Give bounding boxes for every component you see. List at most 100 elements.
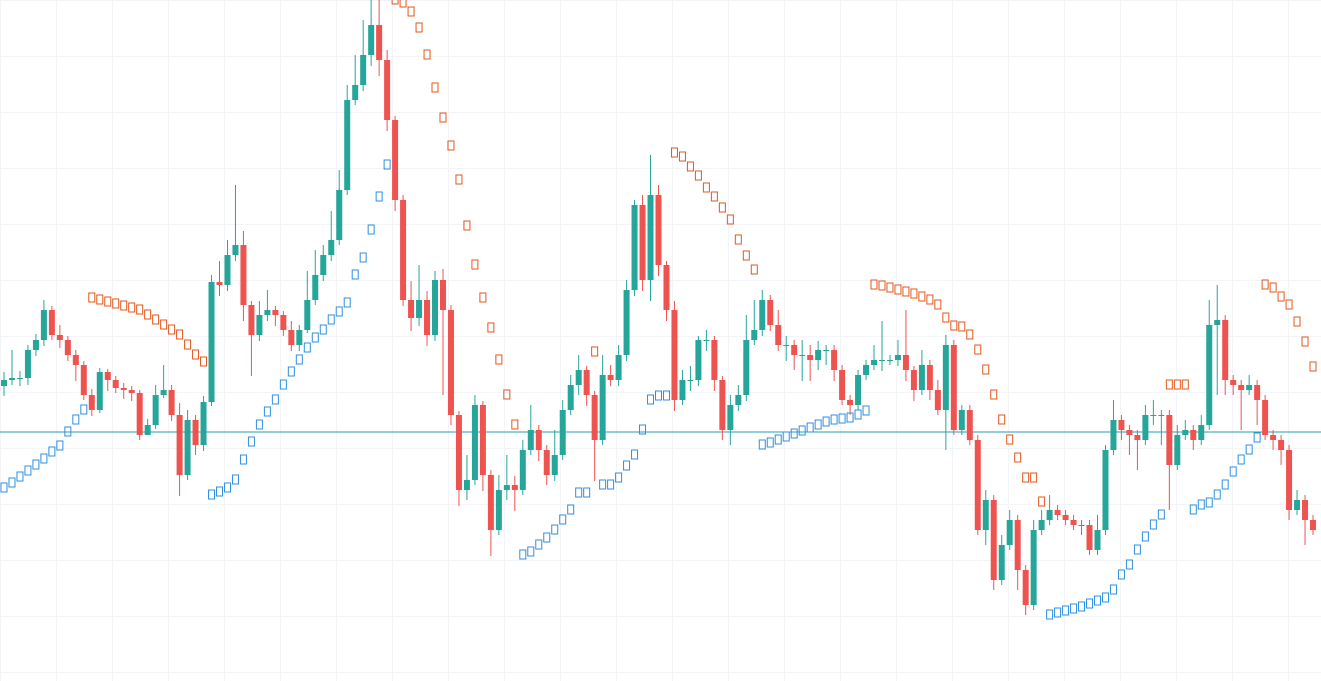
candle-body [360,55,367,85]
candle-body [815,350,822,360]
sar-marker [639,424,647,435]
sar-marker [798,425,806,436]
sar-marker [407,6,415,17]
sar-marker [878,280,886,291]
candle-body [240,245,247,305]
sar-marker [168,324,176,335]
candle-body [1214,320,1221,325]
candle-body [16,378,23,379]
sar-marker [192,349,200,360]
candle-body [200,402,207,445]
candle-body [847,400,854,405]
sar-marker [1078,601,1086,612]
candle-body [368,25,375,55]
candle-body [264,310,271,315]
sar-marker [208,489,216,500]
candle-body [416,300,423,318]
candle-body [910,370,917,390]
sar-marker [1213,489,1221,500]
candle-body [583,370,590,395]
candle-body [886,360,893,361]
candle-body [1142,415,1149,440]
sar-marker [439,112,447,123]
sar-marker [72,414,80,425]
candle-body [663,265,670,310]
sar-marker [830,414,838,425]
sar-marker [702,182,710,193]
sar-marker [1109,584,1117,595]
sar-marker [319,324,327,335]
candle-body [1118,420,1125,430]
candle-body [120,388,127,390]
sar-marker [447,140,455,151]
sar-marker [1189,504,1197,515]
sar-marker [343,297,351,308]
candle-body [703,340,710,341]
sar-marker [359,252,367,263]
sar-marker [144,309,152,320]
sar-marker [750,264,758,275]
candle-body [424,300,431,335]
sar-marker [48,446,56,457]
candle-body [1102,450,1109,530]
sar-marker [1181,379,1189,390]
candle-body [248,305,255,335]
candle-body [439,280,446,310]
sar-marker [56,440,64,451]
candle-body [655,195,662,265]
sar-marker [926,294,934,305]
candle-body [384,60,391,120]
sar-marker [1101,592,1109,603]
sar-marker [519,549,527,560]
sar-marker [774,434,782,445]
sar-marker [423,49,431,60]
candle-body [1294,500,1301,510]
sar-marker [64,426,72,437]
candle-body [280,315,287,330]
sar-marker [511,419,519,430]
candle-body [1030,530,1037,605]
sar-marker [1038,496,1046,507]
sar-marker [247,436,255,447]
candle-body [863,365,870,375]
sar-marker [1046,609,1054,620]
candle-body [344,100,351,190]
candle-body [998,545,1005,580]
candle-body [735,395,742,405]
sar-marker [591,346,599,357]
candle-body [232,245,239,255]
candle-body [559,410,566,455]
sar-marker [902,286,910,297]
candle-body [1022,570,1029,605]
sar-marker [742,250,750,261]
sar-marker [846,412,854,423]
sar-marker [1014,452,1022,463]
candle-body [719,380,726,430]
sar-marker [1062,605,1070,616]
candle-body [1126,430,1133,435]
candle-body [208,282,215,402]
candle-body [192,420,199,445]
sar-marker [710,191,718,202]
candle-body [64,340,71,355]
sar-marker [152,314,160,325]
candle-body [902,355,909,370]
sar-marker [894,284,902,295]
candle-body [607,375,614,380]
sar-marker [40,453,48,464]
candle-body [1310,520,1317,530]
candle-body [463,480,470,490]
sar-marker [335,306,343,317]
candle-body [1278,440,1285,450]
sar-marker [862,405,870,416]
sar-marker [287,366,295,377]
sar-marker [942,312,950,323]
candle-body [783,345,790,346]
sar-marker [678,151,686,162]
candle-body [639,205,646,280]
candle-body [695,340,702,380]
candle-body [743,340,750,395]
candle-body [855,375,862,405]
candle-body [894,355,901,360]
candle-body [759,300,766,330]
